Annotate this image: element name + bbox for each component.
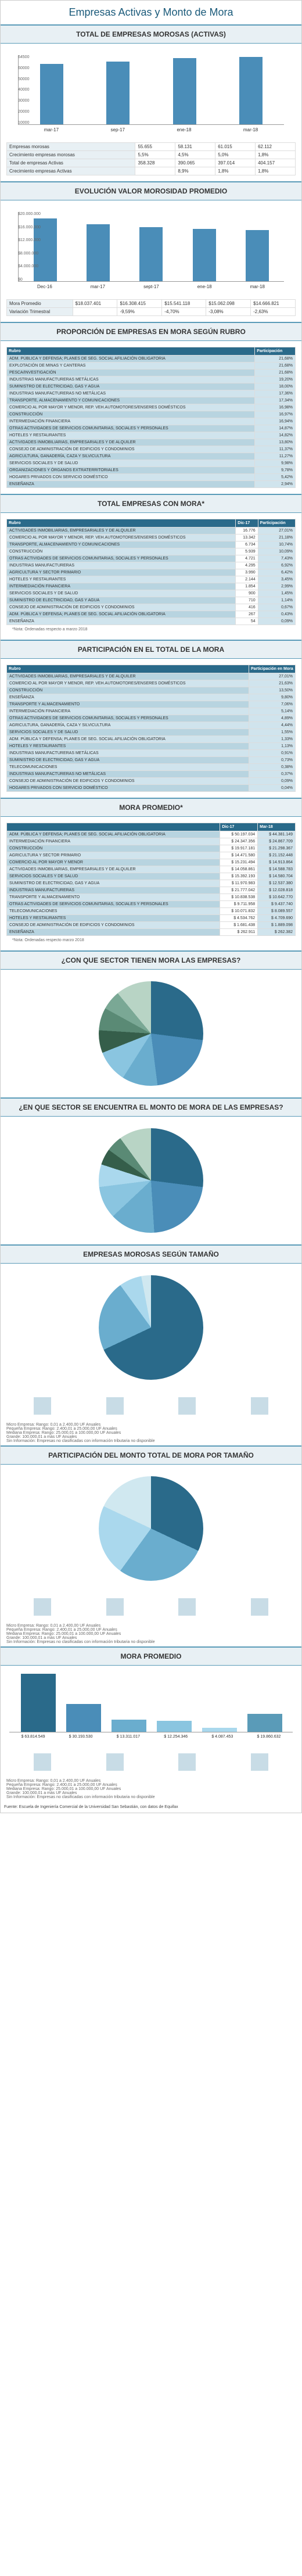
section11-title: MORA PROMEDIO (1, 1646, 301, 1666)
pie7 (1, 970, 301, 1097)
section2-title: EVOLUCIÓN VALOR MOROSIDAD PROMEDIO (1, 181, 301, 200)
note6: *Nota: Ordenadas respecto marzo 2018 (6, 936, 296, 945)
table4: RubroDic-17ParticipaciónACTIVIDADES INMO… (6, 519, 296, 625)
section10-title: PARTICIPACIÓN DEL MONTO TOTAL DE MORA PO… (1, 1445, 301, 1465)
section9-title: EMPRESAS MOROSAS SEGÚN TAMAÑO (1, 1244, 301, 1264)
main-title: Empresas Activas y Monto de Mora (1, 1, 301, 24)
pie9 (1, 1264, 301, 1391)
section3-title: PROPORCIÓN DE EMPRESAS EN MORA SEGÚN RUB… (1, 322, 301, 341)
section5-title: PARTICIPACIÓN EN EL TOTAL DE LA MORA (1, 640, 301, 659)
section7-title: ¿CON QUE SECTOR TIENEN MORA LAS EMPRESAS… (1, 950, 301, 970)
section1-title: TOTAL DE EMPRESAS MOROSAS (ACTIVAS) (1, 24, 301, 44)
section4-title: TOTAL EMPRESAS CON MORA* (1, 494, 301, 513)
table5: RubroParticipación en MoraACTIVIDADES IN… (6, 665, 296, 792)
legend10: Micro Empresa: Rango: 0,01 a 2.400,00 UF… (1, 1621, 301, 1646)
legend11: Micro Empresa: Rango: 0,01 a 2.400,00 UF… (1, 1777, 301, 1802)
section6-title: MORA PROMEDIO* (1, 798, 301, 817)
footer: Fuente: Escuela de Ingeniería Comercial … (1, 1802, 301, 1813)
chart2: $20.000.000$16.000.000$12.000.000$8.000.… (1, 200, 301, 322)
pie8 (1, 1117, 301, 1244)
table3: RubroParticipaciónADM. PÚBLICA Y DEFENSA… (6, 347, 296, 488)
chart11: $ 63.814.549$ 30.193.530$ 13.311.017$ 12… (1, 1666, 301, 1748)
section8-title: ¿EN QUE SECTOR SE ENCUENTRA EL MONTO DE … (1, 1097, 301, 1117)
table6: Dic-17Mar-18ADM. PÚBLICA Y DEFENSA; PLAN… (6, 823, 296, 936)
chart1: 64500600005000040000300002000010000 mar-… (1, 44, 301, 181)
note4: *Nota: Ordenadas respecto a marzo 2018 (6, 625, 296, 634)
pie10 (1, 1465, 301, 1592)
legend9: Micro Empresa: Rango: 0,01 a 2.400,00 UF… (1, 1420, 301, 1445)
